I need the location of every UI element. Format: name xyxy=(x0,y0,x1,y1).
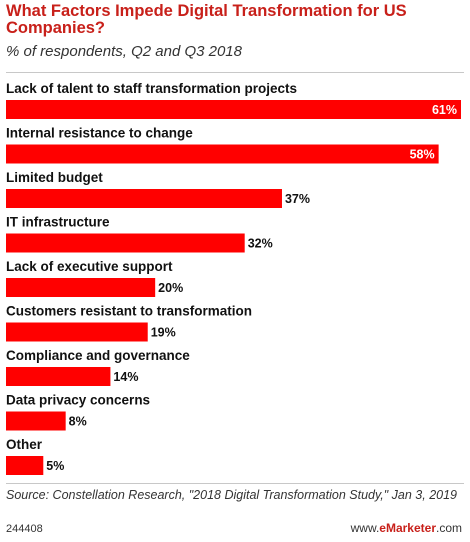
value-label: 19% xyxy=(151,326,176,340)
value-label: 20% xyxy=(158,281,183,295)
bar xyxy=(6,233,245,253)
footer-divider xyxy=(6,483,464,484)
chart-subtitle: % of respondents, Q2 and Q3 2018 xyxy=(6,43,242,60)
value-label: 58% xyxy=(410,148,435,162)
category-label: Lack of executive support xyxy=(6,259,173,274)
bar xyxy=(6,456,44,475)
bar xyxy=(6,411,66,431)
value-label: 14% xyxy=(113,370,138,384)
source-note: Source: Constellation Research, "2018 Di… xyxy=(6,488,458,502)
category-label: Internal resistance to change xyxy=(6,126,193,141)
bar xyxy=(6,100,461,119)
category-label: Other xyxy=(6,437,43,452)
url-suffix: .com xyxy=(435,521,462,535)
header-divider xyxy=(6,72,464,73)
category-label: Compliance and governance xyxy=(6,348,190,363)
url-prefix: www. xyxy=(350,521,380,535)
brand-footer: www.eMarketer.com xyxy=(351,521,462,535)
bar xyxy=(6,367,111,386)
chart-title: What Factors Impede Digital Transformati… xyxy=(6,2,407,37)
bar xyxy=(6,322,148,342)
chart-id: 244408 xyxy=(6,523,43,535)
category-label: Limited budget xyxy=(6,170,103,185)
value-label: 5% xyxy=(46,459,64,473)
category-label: IT infrastructure xyxy=(6,215,110,230)
bar xyxy=(6,144,439,164)
brand-name: eMarketer xyxy=(379,521,436,535)
category-label: Data privacy concerns xyxy=(6,393,150,408)
category-label: Customers resistant to transformation xyxy=(6,304,252,319)
bar xyxy=(6,278,156,297)
category-label: Lack of talent to staff transformation p… xyxy=(6,81,297,96)
value-label: 8% xyxy=(69,415,87,429)
value-label: 37% xyxy=(285,192,310,206)
value-label: 32% xyxy=(248,237,273,251)
value-label: 61% xyxy=(432,103,457,117)
bar xyxy=(6,189,282,208)
